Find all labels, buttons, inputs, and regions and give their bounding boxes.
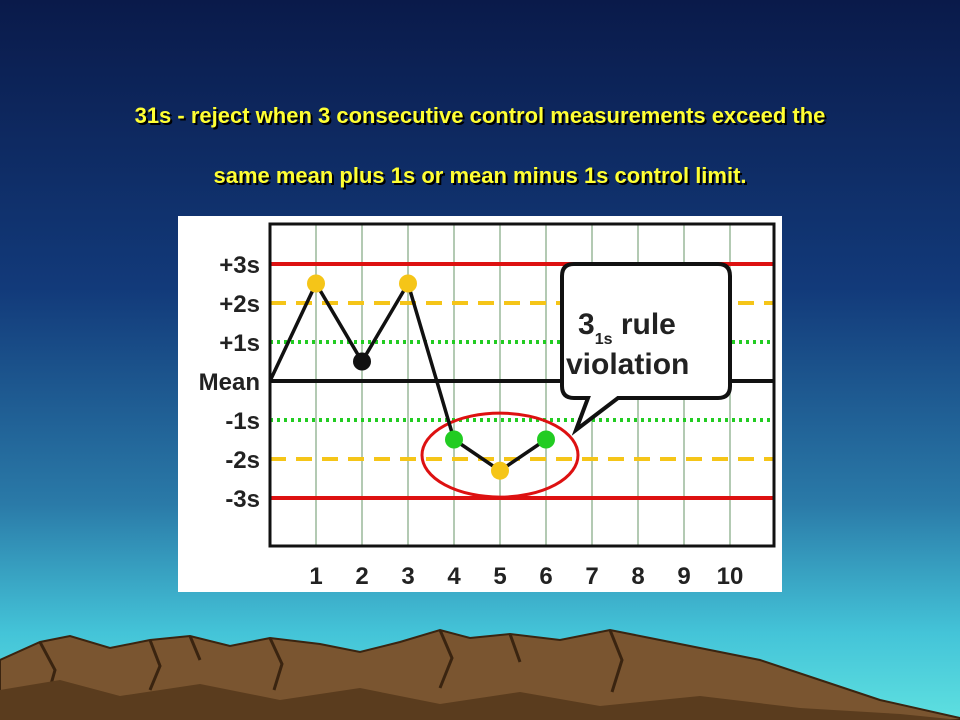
x-tick-label-7: 7 (585, 563, 598, 590)
x-tick-label-9: 9 (677, 563, 690, 590)
x-tick-labels: 1 2 3 4 5 6 7 8 9 10 (309, 563, 743, 590)
violation-highlight-layer (420, 411, 580, 499)
mountain-ridges (38, 629, 624, 696)
data-point-6 (537, 430, 555, 449)
mountain-foothills (0, 680, 960, 720)
x-tick-label-1: 1 (309, 563, 322, 590)
data-point-2 (353, 352, 371, 371)
x-tick-label-2: 2 (355, 563, 368, 590)
callout-line-1: 31s rule (578, 308, 676, 348)
callout-rule-number: 3 (578, 308, 595, 341)
data-point-4 (445, 430, 463, 449)
slide-title-line-2: same mean plus 1s or mean minus 1s contr… (213, 163, 747, 188)
mountain-landscape (0, 628, 960, 720)
y-tick-label-3: +1s (219, 330, 260, 357)
data-point-3 (399, 274, 417, 293)
y-tick-label-2: +2s (219, 291, 260, 318)
x-tick-label-5: 5 (493, 563, 506, 590)
slide-title-line-1: 31s - reject when 3 consecutive control … (134, 103, 826, 128)
y-tick-label-5: -1s (225, 408, 260, 435)
callout-bubble (560, 262, 732, 436)
x-tick-label-4: 4 (447, 563, 461, 590)
control-chart: +3s +2s +1s Mean -1s -2s -3s 1 2 3 4 5 6 7 8 9 10 31s r… (178, 216, 782, 592)
x-tick-label-3: 3 (401, 563, 414, 590)
x-tick-label-8: 8 (631, 563, 644, 590)
y-tick-label-7: -3s (225, 486, 260, 513)
y-tick-labels: +3s +2s +1s Mean -1s -2s -3s (199, 252, 260, 513)
y-tick-label-6: -2s (225, 447, 260, 474)
data-point-1 (307, 274, 325, 293)
y-tick-label-4: Mean (199, 369, 260, 396)
x-tick-label-10: 10 (717, 563, 744, 590)
violation-ellipse (420, 411, 580, 499)
x-tick-label-6: 6 (539, 563, 552, 590)
series-layer (268, 274, 555, 480)
rule-callout: 31s rule violation (560, 262, 732, 436)
y-tick-label-1: +3s (219, 252, 260, 279)
data-point-5 (491, 461, 509, 480)
callout-line-2: violation (566, 348, 689, 381)
callout-rule-subscript: 1s (595, 331, 613, 348)
plot-border (268, 222, 776, 548)
callout-rule-word: rule (612, 308, 675, 341)
